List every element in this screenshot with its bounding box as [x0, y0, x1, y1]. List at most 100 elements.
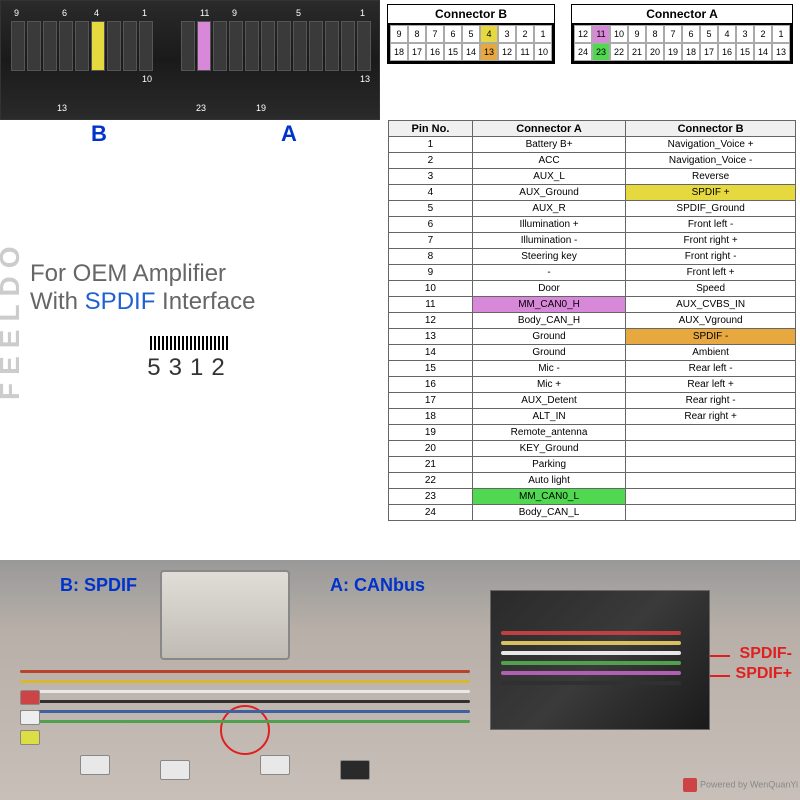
pin-cell: 23 [592, 43, 610, 61]
table-cell [626, 489, 796, 505]
table-cell: 11 [389, 297, 473, 313]
pin-table-container: Pin No.Connector AConnector B 1Battery B… [388, 120, 796, 521]
desc-line2: With SPDIF Interface [30, 288, 370, 316]
connector-a-title: Connector A [572, 5, 792, 23]
plug-3 [260, 755, 290, 775]
table-row: 11MM_CAN0_HAUX_CVBS_IN [389, 297, 796, 313]
desc-line2a: With [30, 288, 85, 315]
pin-cell: 12 [574, 25, 592, 43]
table-cell: AUX_Ground [472, 185, 625, 201]
table-cell: ACC [472, 153, 625, 169]
table-cell: 7 [389, 233, 473, 249]
table-cell: 20 [389, 441, 473, 457]
table-cell: 10 [389, 281, 473, 297]
table-cell: Remote_antenna [472, 425, 625, 441]
table-cell: 2 [389, 153, 473, 169]
desc-line1: For OEM Amplifier [30, 260, 370, 288]
table-row: 18ALT_INRear right + [389, 409, 796, 425]
harness-label-b: B: SPDIF [60, 575, 137, 596]
table-cell: SPDIF - [626, 329, 796, 345]
rca-white [20, 710, 40, 725]
table-cell: 13 [389, 329, 473, 345]
table-cell: AUX_Vground [626, 313, 796, 329]
plug-2 [160, 760, 190, 780]
table-row: 15Mic -Rear left - [389, 361, 796, 377]
harness-photo: B: SPDIF A: CANbus SPDIF- SPDIF+ [0, 560, 800, 800]
table-cell [626, 425, 796, 441]
pin-cell: 17 [408, 43, 426, 61]
harness-label-a: A: CANbus [330, 575, 425, 596]
table-cell: Body_CAN_H [472, 313, 625, 329]
table-row: 12Body_CAN_HAUX_Vground [389, 313, 796, 329]
pin-cell: 10 [610, 25, 628, 43]
wire-inset [490, 590, 710, 730]
table-row: 14GroundAmbient [389, 345, 796, 361]
table-cell: Door [472, 281, 625, 297]
table-row: 10DoorSpeed [389, 281, 796, 297]
pin-cell: 5 [700, 25, 718, 43]
table-cell: 4 [389, 185, 473, 201]
table-cell: Rear left - [626, 361, 796, 377]
powered-by: Powered by WenQuanYi [683, 778, 798, 792]
table-cell: 1 [389, 137, 473, 153]
plug-1 [80, 755, 110, 775]
table-row: 19Remote_antenna [389, 425, 796, 441]
pin-cell: 4 [480, 25, 498, 43]
table-cell: Navigation_Voice - [626, 153, 796, 169]
table-cell: Navigation_Voice + [626, 137, 796, 153]
table-cell: Steering key [472, 249, 625, 265]
table-cell: ALT_IN [472, 409, 625, 425]
pin-cell: 18 [390, 43, 408, 61]
table-cell: Front left - [626, 217, 796, 233]
pin-cell: 19 [664, 43, 682, 61]
table-cell: 15 [389, 361, 473, 377]
table-row: 9-Front left + [389, 265, 796, 281]
connector-b-block: Connector B 987654321181716151413121110 [387, 4, 555, 64]
desc-spdif: SPDIF [85, 288, 156, 315]
pin-cell: 22 [610, 43, 628, 61]
pin-cell: 8 [408, 25, 426, 43]
table-cell: Mic - [472, 361, 625, 377]
table-header: Connector A [472, 121, 625, 137]
pin-cell: 2 [516, 25, 534, 43]
table-cell: 19 [389, 425, 473, 441]
table-cell: 16 [389, 377, 473, 393]
table-row: 24Body_CAN_L [389, 505, 796, 521]
photo-label-b: B [91, 121, 107, 147]
table-cell: Auto light [472, 473, 625, 489]
table-cell: KEY_Ground [472, 441, 625, 457]
table-cell: Illumination + [472, 217, 625, 233]
table-row: 22Auto light [389, 473, 796, 489]
connector-b-title: Connector B [388, 5, 554, 23]
table-cell: 23 [389, 489, 473, 505]
table-cell: Ground [472, 329, 625, 345]
table-cell: Front right - [626, 249, 796, 265]
pin-cell: 1 [772, 25, 790, 43]
photo-label-a: A [281, 121, 297, 147]
table-cell: 21 [389, 457, 473, 473]
table-cell: Battery B+ [472, 137, 625, 153]
pin-cell: 9 [390, 25, 408, 43]
pin-table: Pin No.Connector AConnector B 1Battery B… [388, 120, 796, 521]
pin-cell: 1 [534, 25, 552, 43]
table-cell: Rear right - [626, 393, 796, 409]
pin-cell: 5 [462, 25, 480, 43]
table-row: 3AUX_LReverse [389, 169, 796, 185]
table-cell: AUX_Detent [472, 393, 625, 409]
table-cell: Illumination - [472, 233, 625, 249]
table-header: Pin No. [389, 121, 473, 137]
table-cell: 9 [389, 265, 473, 281]
table-cell: 18 [389, 409, 473, 425]
table-row: 6Illumination +Front left - [389, 217, 796, 233]
pin-cell: 2 [754, 25, 772, 43]
table-cell [626, 457, 796, 473]
table-cell: 3 [389, 169, 473, 185]
rca-red [20, 690, 40, 705]
pin-cell: 8 [646, 25, 664, 43]
table-row: 4AUX_GroundSPDIF + [389, 185, 796, 201]
table-row: 21Parking [389, 457, 796, 473]
photo-pins-a: 11 9 5 113 [181, 21, 371, 71]
plug-4 [340, 760, 370, 780]
connector-a-block: Connector A 1211109876543212423222120191… [571, 4, 793, 64]
pin-cell: 13 [772, 43, 790, 61]
